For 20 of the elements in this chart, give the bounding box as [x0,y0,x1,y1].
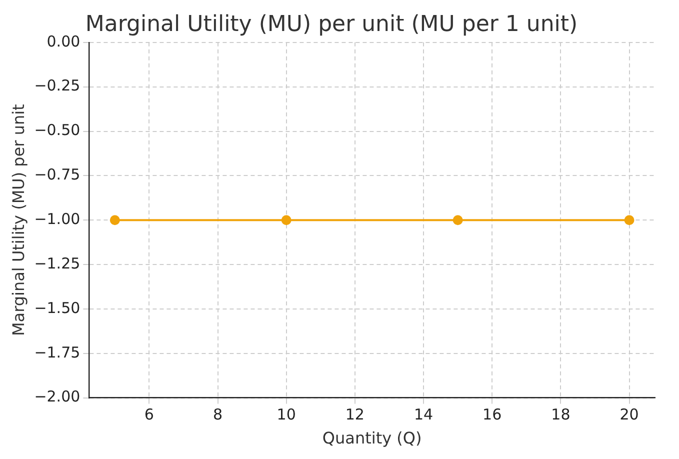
y-axis-title: Marginal Utility (MU) per unit [8,104,28,336]
x-axis-title: Quantity (Q) [322,428,422,448]
x-tick-label: 18 [551,406,570,424]
y-tick-label: −1.50 [34,298,80,317]
x-tick-label: 8 [212,406,223,424]
chart-title: Marginal Utility (MU) per unit (MU per 1 unit) [85,12,578,37]
x-tick-label: 6 [144,406,154,424]
y-tick-label: −1.00 [34,210,80,228]
x-tick-label: 10 [276,406,296,424]
y-tick-label: −0.50 [34,121,80,140]
y-tick-label: −0.25 [34,76,80,95]
x-tick-label: 12 [345,406,364,424]
x-tick-label: 16 [482,406,502,424]
y-tick-label: −2.00 [34,388,80,406]
x-tick-label: 14 [414,406,434,424]
x-tick-label: 20 [620,406,639,424]
y-tick-label: 0.00 [46,32,80,50]
y-tick-label: −0.75 [34,166,80,184]
y-tick-label: −1.25 [34,254,80,272]
y-tick-label: −1.75 [34,343,80,362]
